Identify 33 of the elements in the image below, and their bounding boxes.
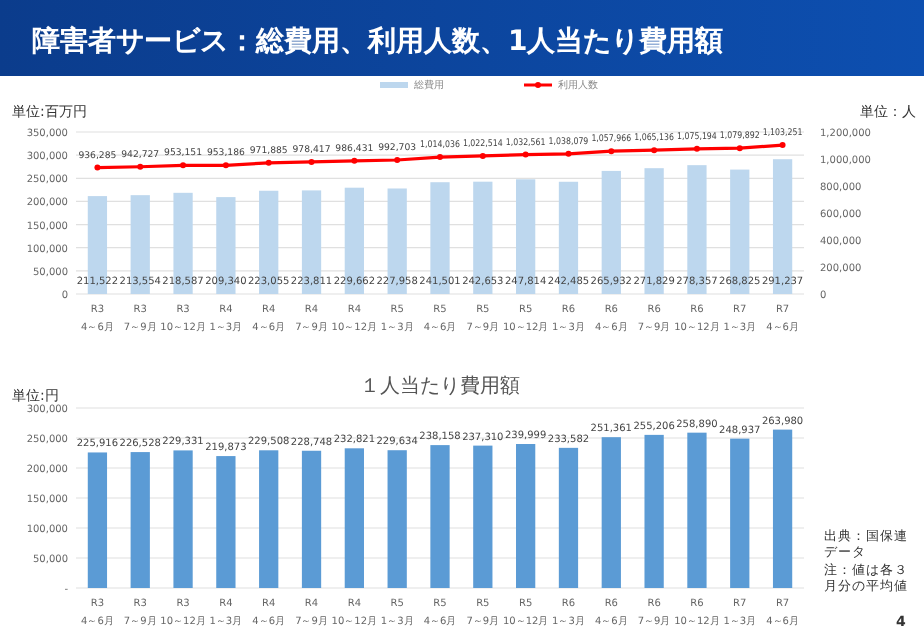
bar: [216, 456, 236, 588]
point: [137, 163, 144, 170]
point: [308, 158, 315, 165]
bar: [430, 445, 450, 588]
bar: [644, 434, 664, 588]
chart-title: １人当たり費用額: [360, 374, 520, 398]
point: [779, 142, 786, 149]
point: [265, 159, 272, 166]
bar: [173, 450, 193, 588]
point: [651, 147, 658, 154]
bar: [601, 437, 621, 588]
point: [736, 145, 743, 152]
point: [351, 157, 358, 164]
bar: [687, 432, 707, 588]
point: [693, 145, 700, 152]
bar: [772, 429, 793, 588]
bar: [473, 445, 493, 588]
bar: [301, 450, 322, 588]
bar: [558, 447, 579, 588]
point: [94, 164, 101, 171]
bar: [259, 450, 279, 588]
bar: [730, 438, 750, 588]
bar: [516, 444, 536, 588]
chart-title: 障害者サービス：総費用、利用人数、1人当たり費用額: [32, 24, 724, 58]
bar: [344, 448, 364, 588]
point: [180, 162, 187, 169]
point: [222, 162, 229, 169]
bar: [87, 452, 108, 588]
point: [522, 151, 529, 158]
point: [565, 150, 572, 157]
bar: [387, 450, 407, 588]
point: [608, 148, 615, 155]
bar: [130, 452, 150, 588]
